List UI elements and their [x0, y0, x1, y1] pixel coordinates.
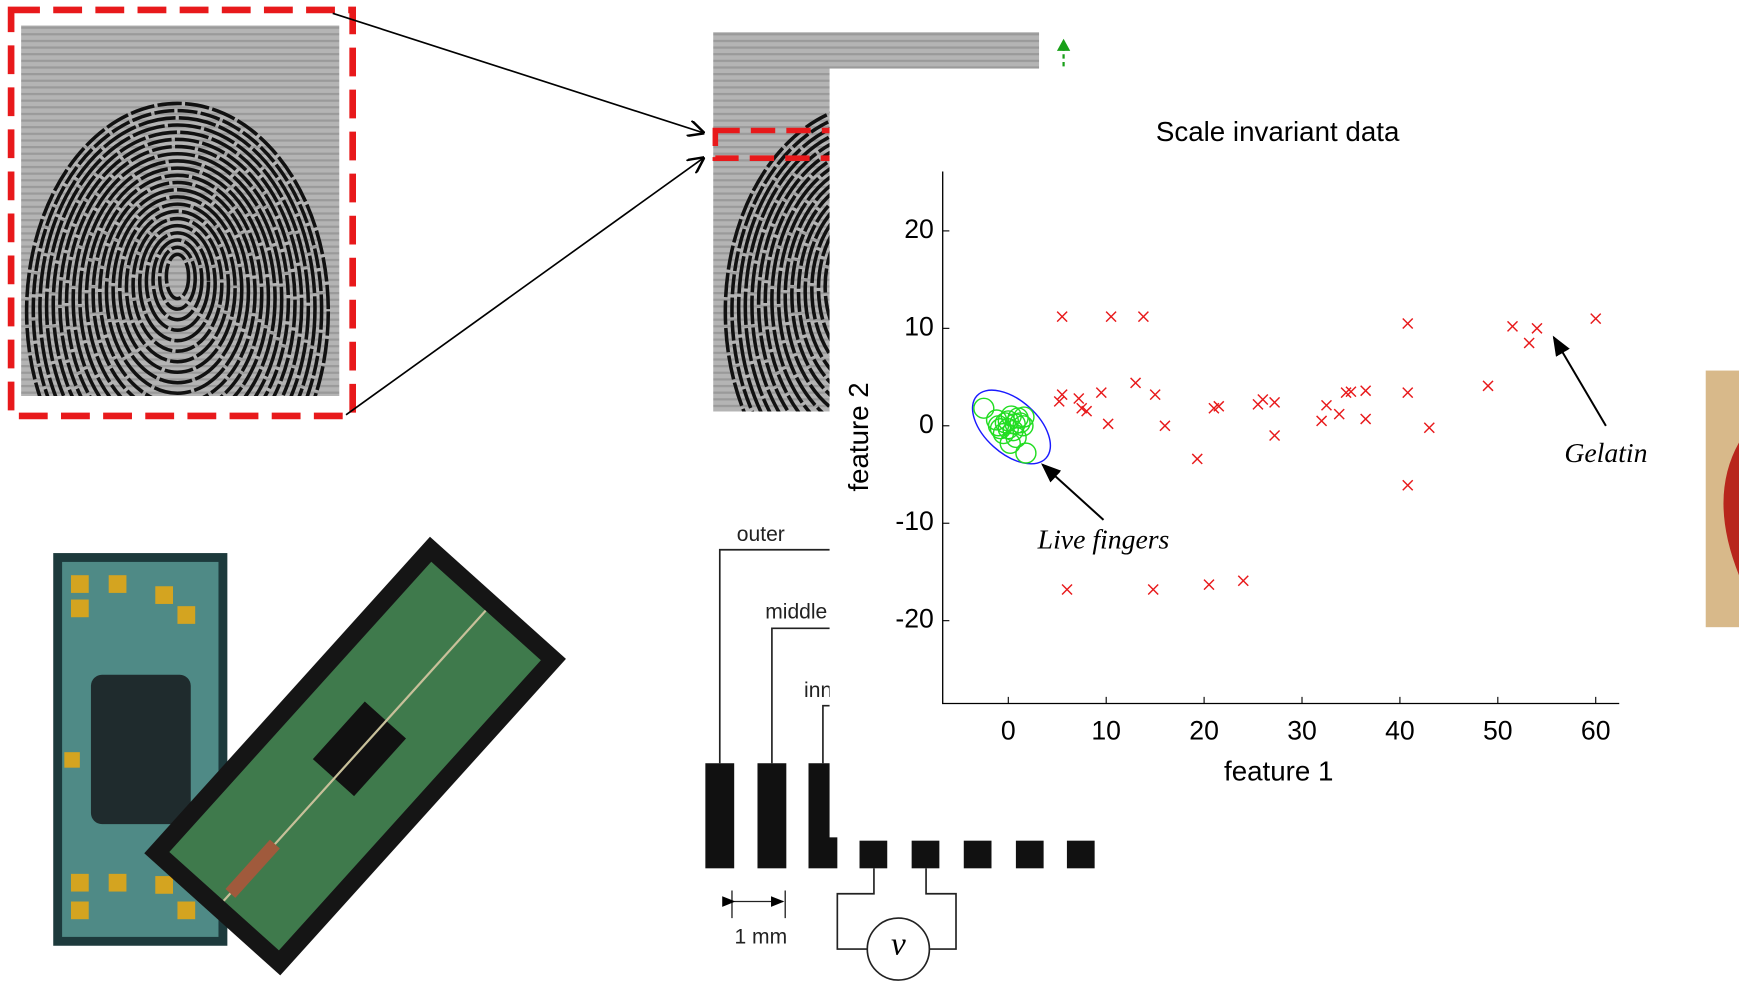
- x-tick-label: 60: [1581, 715, 1611, 745]
- x-tick-label: 30: [1287, 715, 1317, 745]
- page: outer middle inner 1 mm v Scale invarian…: [0, 0, 1739, 990]
- direction-arrow-head: [1057, 39, 1070, 51]
- y-tick-label: -20: [895, 604, 933, 634]
- x-axis-label: feature 1: [1224, 756, 1333, 787]
- x-tick-label: 0: [1001, 715, 1016, 745]
- x-tick-label: 50: [1483, 715, 1513, 745]
- y-axis-label: feature 2: [843, 382, 874, 491]
- chart-title: Scale invariant data: [1156, 116, 1400, 147]
- y-tick-label: -10: [895, 506, 933, 536]
- y-tick-label: 0: [919, 409, 934, 439]
- voltmeter-symbol: v: [891, 926, 906, 963]
- y-tick-label: 10: [904, 311, 934, 341]
- scale-label: 1 mm: [734, 926, 787, 949]
- fingerprint-image: [21, 25, 339, 519]
- x-tick-label: 40: [1385, 715, 1415, 745]
- y-tick-label: 20: [904, 214, 934, 244]
- annotation: Live fingers: [1037, 523, 1170, 554]
- electrode-label: outer: [737, 523, 785, 546]
- zoom-arrow: [346, 158, 703, 415]
- electrode-label: middle: [765, 600, 827, 623]
- x-tick-label: 10: [1091, 715, 1121, 745]
- zoom-arrow: [333, 13, 703, 132]
- x-tick-label: 20: [1189, 715, 1219, 745]
- annotation: Gelatin: [1564, 437, 1647, 468]
